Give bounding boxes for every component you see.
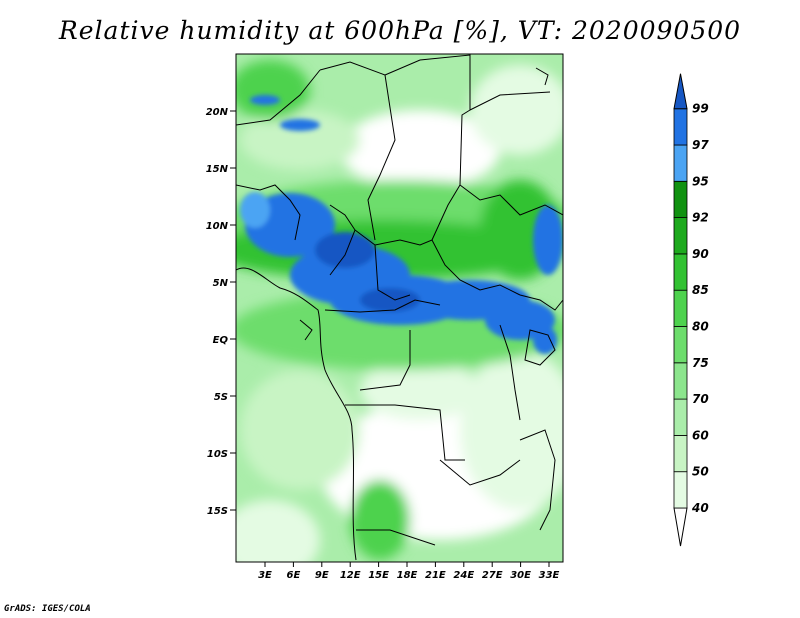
colorbar-box bbox=[673, 289, 688, 327]
credit-text: GrADS: IGES/COLA bbox=[4, 604, 91, 614]
colorbar-label: 70 bbox=[692, 392, 709, 406]
humidity-field bbox=[236, 54, 563, 562]
colorbar-high-triangle bbox=[673, 73, 688, 110]
latitude-axis: 20N 15N 10N 5N EQ 5S 10S 15S bbox=[206, 107, 236, 517]
country-borders bbox=[236, 54, 563, 561]
lon-label: 15E bbox=[368, 570, 389, 581]
colorbar-box bbox=[673, 180, 688, 219]
lat-label: 10S bbox=[207, 449, 228, 460]
colorbar-box bbox=[673, 108, 688, 146]
colorbar-label: 97 bbox=[692, 138, 709, 152]
lon-label: 21E bbox=[425, 570, 446, 581]
lon-label: 3E bbox=[258, 570, 272, 581]
colorbar-box bbox=[673, 471, 688, 509]
lon-label: 9E bbox=[315, 570, 329, 581]
colorbar-box bbox=[673, 217, 688, 255]
colorbar-label: 99 bbox=[692, 102, 709, 116]
colorbar-label: 40 bbox=[691, 501, 709, 515]
lon-label: 6E bbox=[287, 570, 301, 581]
colorbar-box bbox=[673, 144, 688, 182]
lat-label: 10N bbox=[206, 221, 229, 232]
map-title: Relative humidity at 600hPa [%], VT: 202… bbox=[58, 16, 742, 45]
lon-label: 24E bbox=[453, 570, 474, 581]
colorbar-label: 85 bbox=[692, 283, 709, 297]
lat-label: 20N bbox=[206, 107, 229, 118]
colorbar-label: 90 bbox=[692, 247, 709, 261]
lon-label: 27E bbox=[482, 570, 503, 581]
lon-label: 12E bbox=[340, 570, 361, 581]
lat-label: EQ bbox=[213, 335, 229, 346]
colorbar-box bbox=[673, 362, 688, 400]
colorbar-box bbox=[673, 326, 688, 364]
lat-label: 15S bbox=[207, 506, 228, 517]
lat-label: 5N bbox=[213, 278, 229, 289]
colorbar-box bbox=[673, 434, 688, 473]
colorbar-low-triangle bbox=[673, 507, 688, 547]
lon-label: 30E bbox=[510, 570, 531, 581]
colorbar-label: 92 bbox=[692, 211, 709, 225]
colorbar-label: 60 bbox=[692, 428, 709, 442]
lon-label: 18E bbox=[397, 570, 418, 581]
colorbar-label: 80 bbox=[692, 320, 709, 334]
map-frame bbox=[235, 53, 564, 563]
longitude-axis: 3E 6E 9E 12E 15E 18E 21E 24E 27E 30E 33E bbox=[258, 562, 560, 581]
colorbar-box bbox=[673, 398, 688, 436]
colorbar-label: 50 bbox=[692, 465, 709, 479]
lon-label: 33E bbox=[539, 570, 560, 581]
colorbar-box bbox=[673, 253, 688, 291]
colorbar: 40 50 60 70 75 80 85 90 92 95 97 99 bbox=[673, 73, 709, 547]
colorbar-label: 75 bbox=[692, 356, 709, 370]
colorbar-label: 95 bbox=[692, 174, 709, 188]
lat-label: 5S bbox=[214, 392, 228, 403]
lat-label: 15N bbox=[206, 164, 229, 175]
